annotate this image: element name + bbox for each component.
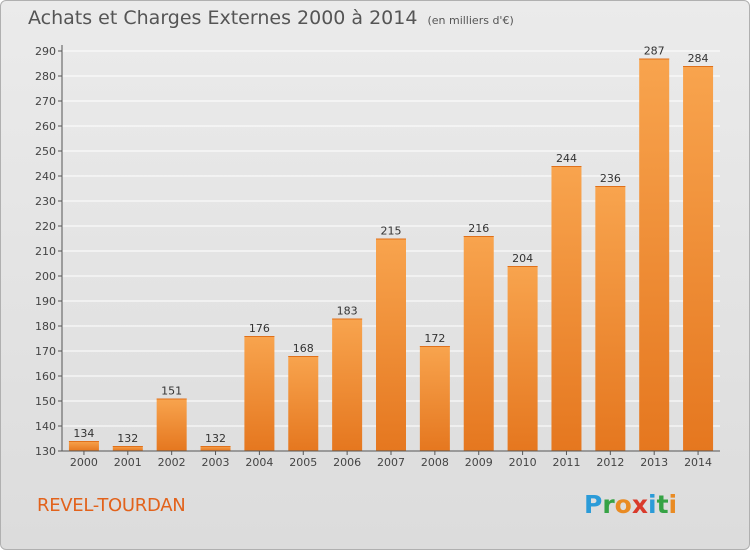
logo-letter: x <box>631 490 648 519</box>
chart-title: Achats et Charges Externes 2000 à 2014 (e… <box>28 7 514 29</box>
data-label: 216 <box>468 222 489 235</box>
y-tick-label: 270 <box>35 95 56 108</box>
x-tick-label: 2001 <box>114 456 142 469</box>
y-tick-label: 220 <box>35 220 56 233</box>
data-label: 168 <box>293 342 314 355</box>
y-tick-label: 290 <box>35 45 56 58</box>
data-label: 215 <box>381 225 402 238</box>
x-tick-label: 2004 <box>245 456 273 469</box>
y-tick-label: 260 <box>35 120 56 133</box>
y-tick-label: 240 <box>35 170 56 183</box>
y-tick-label: 170 <box>35 345 56 358</box>
data-label: 134 <box>73 427 94 440</box>
y-tick-label: 210 <box>35 245 56 258</box>
x-tick-label: 2013 <box>640 456 668 469</box>
y-tick-label: 180 <box>35 320 56 333</box>
y-tick-label: 130 <box>35 445 56 458</box>
bar <box>595 186 626 451</box>
y-tick-label: 250 <box>35 145 56 158</box>
logo-letter: o <box>614 490 632 519</box>
chart-title-main: Achats et Charges Externes 2000 à 2014 <box>28 7 418 29</box>
chart-title-unit: (en milliers d'€) <box>427 14 514 27</box>
bar <box>288 356 319 451</box>
x-tick-label: 2009 <box>465 456 493 469</box>
data-label: 204 <box>512 252 533 265</box>
data-label: 244 <box>556 152 577 165</box>
y-tick-label: 230 <box>35 195 56 208</box>
bar <box>639 58 670 451</box>
data-label: 132 <box>205 432 226 445</box>
proxiti-logo: Proxiti <box>584 490 677 519</box>
data-label: 132 <box>117 432 138 445</box>
logo-letter: P <box>584 490 603 519</box>
y-tick-label: 280 <box>35 70 56 83</box>
bar <box>551 166 582 451</box>
logo-letter: i <box>668 490 678 519</box>
x-tick-label: 2010 <box>509 456 537 469</box>
commune-name: REVEL-TOURDAN <box>37 495 186 516</box>
logo-letter: r <box>602 490 615 519</box>
x-tick-label: 2011 <box>552 456 580 469</box>
bar <box>419 346 450 451</box>
data-label: 183 <box>337 305 358 318</box>
bar <box>507 266 538 451</box>
data-label: 284 <box>688 52 709 65</box>
data-label: 172 <box>424 332 445 345</box>
data-label: 236 <box>600 172 621 185</box>
bar <box>332 318 363 451</box>
x-tick-label: 2005 <box>289 456 317 469</box>
bar <box>200 446 231 451</box>
x-tick-label: 2014 <box>684 456 712 469</box>
x-tick-label: 2012 <box>596 456 624 469</box>
logo-letter: i <box>648 490 657 519</box>
x-tick-label: 2006 <box>333 456 361 469</box>
logo-letter: t <box>656 490 669 519</box>
bar <box>376 238 406 451</box>
y-tick-label: 150 <box>35 395 56 408</box>
x-tick-label: 2002 <box>158 456 186 469</box>
bar <box>683 66 714 451</box>
bar <box>156 398 187 451</box>
x-tick-label: 2003 <box>202 456 230 469</box>
y-tick-label: 140 <box>35 420 56 433</box>
x-tick-label: 2008 <box>421 456 449 469</box>
data-label: 176 <box>249 322 270 335</box>
bar <box>68 441 99 451</box>
bar <box>112 446 143 451</box>
data-label: 151 <box>161 385 182 398</box>
y-tick-label: 190 <box>35 295 56 308</box>
x-tick-label: 2007 <box>377 456 405 469</box>
y-tick-label: 160 <box>35 370 56 383</box>
y-tick-label: 200 <box>35 270 56 283</box>
data-label: 287 <box>644 45 665 58</box>
bar <box>463 236 494 451</box>
x-tick-label: 2000 <box>70 456 98 469</box>
bar <box>244 336 275 451</box>
